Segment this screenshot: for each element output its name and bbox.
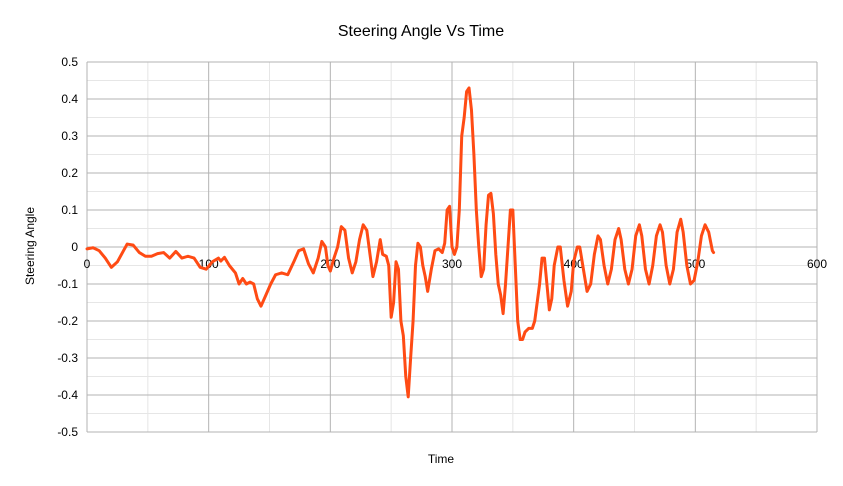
x-axis-label: Time <box>428 452 455 466</box>
y-tick-label: 0.2 <box>61 166 78 180</box>
series-line <box>85 86 716 399</box>
y-tick-label: -0.1 <box>57 277 78 291</box>
y-tick-label: -0.5 <box>57 425 78 439</box>
x-tick-label: 500 <box>685 257 705 271</box>
x-tick-label: 200 <box>320 257 340 271</box>
major-gridlines <box>86 61 818 433</box>
y-tick-label: -0.4 <box>57 388 78 402</box>
y-tick-label: 0.1 <box>61 203 78 217</box>
x-tick-label: 300 <box>442 257 462 271</box>
y-tick-label: 0.5 <box>61 55 78 69</box>
y-axis-tick-labels: 0.5 0.4 0.3 0.2 0.1 0 -0.1 -0.2 -0.3 -0.4 -0.5 <box>57 55 78 439</box>
y-tick-label: 0.3 <box>61 129 78 143</box>
y-axis-label: Steering Angle <box>23 207 37 285</box>
chart-title: Steering Angle Vs Time <box>338 23 504 40</box>
x-tick-label: 0 <box>84 257 91 271</box>
y-tick-label: -0.3 <box>57 351 78 365</box>
x-tick-label: 600 <box>807 257 827 271</box>
y-tick-label: 0.4 <box>61 92 78 106</box>
y-tick-label: -0.2 <box>57 314 78 328</box>
y-tick-label: 0 <box>71 240 78 254</box>
series-layer <box>85 86 716 399</box>
